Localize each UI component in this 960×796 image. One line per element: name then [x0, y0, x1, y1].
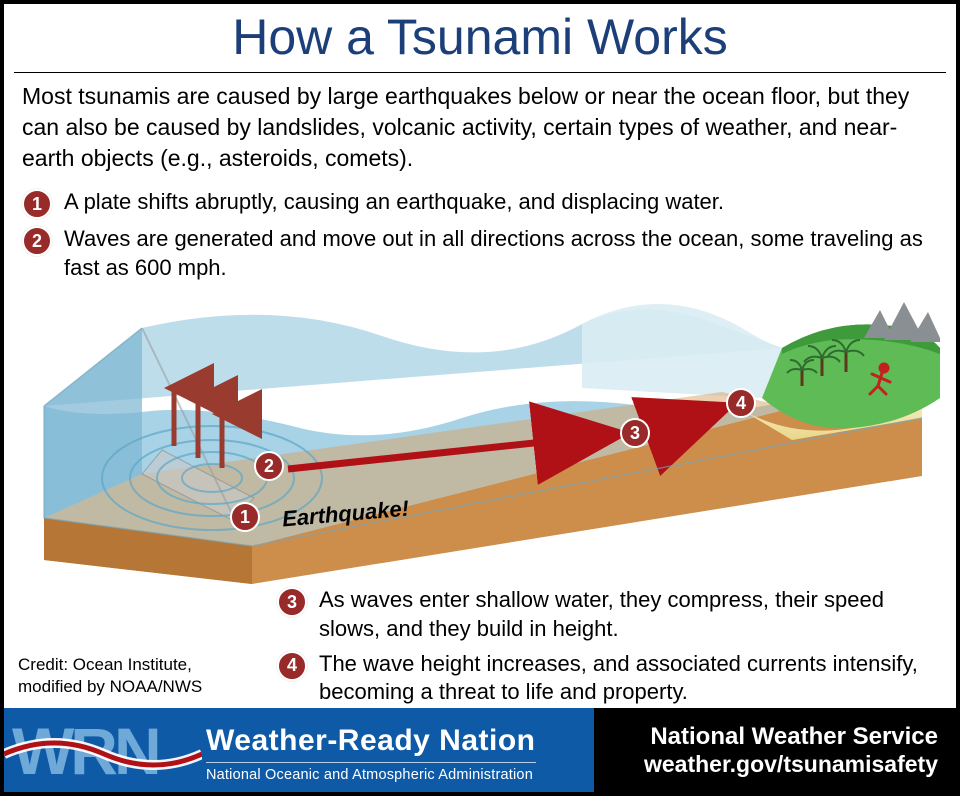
- step-row: 1 A plate shifts abruptly, causing an ea…: [22, 188, 938, 219]
- infographic-frame: How a Tsunami Works Most tsunamis are ca…: [0, 0, 960, 796]
- step-row: 2 Waves are generated and move out in al…: [22, 225, 938, 282]
- wrn-logo: WRN: [4, 708, 202, 792]
- footer-right: National Weather Service weather.gov/tsu…: [594, 708, 956, 792]
- wrn-title: Weather-Ready Nation: [206, 724, 536, 758]
- credit-line-2: modified by NOAA/NWS: [18, 676, 202, 698]
- step-text-2: Waves are generated and move out in all …: [64, 225, 938, 282]
- step-row: 3 As waves enter shallow water, they com…: [277, 586, 938, 643]
- diagram-svg: [22, 288, 942, 584]
- step-badge-1: 1: [22, 189, 52, 219]
- step-badge-4: 4: [277, 651, 307, 681]
- diagram: 1 2 3 4 Earthquake!: [22, 288, 938, 584]
- nws-url: weather.gov/tsunamisafety: [644, 751, 938, 778]
- nws-label: National Weather Service: [650, 723, 938, 751]
- footer: WRN Weather-Ready Nation National Oceani…: [4, 708, 956, 792]
- step-badge-2: 2: [22, 226, 52, 256]
- steps-bottom: 3 As waves enter shallow water, they com…: [259, 586, 956, 706]
- credit-line-1: Credit: Ocean Institute,: [18, 654, 202, 676]
- step-text-4: The wave height increases, and associate…: [319, 650, 938, 707]
- mountains: [864, 302, 940, 342]
- steps-top: 1 A plate shifts abruptly, causing an ea…: [4, 186, 956, 282]
- page-title: How a Tsunami Works: [4, 4, 956, 72]
- step-text-1: A plate shifts abruptly, causing an eart…: [64, 188, 724, 217]
- step-row: 4 The wave height increases, and associa…: [277, 650, 938, 707]
- intro-text: Most tsunamis are caused by large earthq…: [4, 73, 956, 186]
- credit-text: Credit: Ocean Institute, modified by NOA…: [18, 654, 202, 698]
- step-text-3: As waves enter shallow water, they compr…: [319, 586, 938, 643]
- wrn-text-block: Weather-Ready Nation National Oceanic an…: [202, 718, 536, 783]
- step-badge-3: 3: [277, 587, 307, 617]
- wrn-subtitle: National Oceanic and Atmospheric Adminis…: [206, 762, 536, 783]
- footer-left: WRN Weather-Ready Nation National Oceani…: [4, 708, 594, 792]
